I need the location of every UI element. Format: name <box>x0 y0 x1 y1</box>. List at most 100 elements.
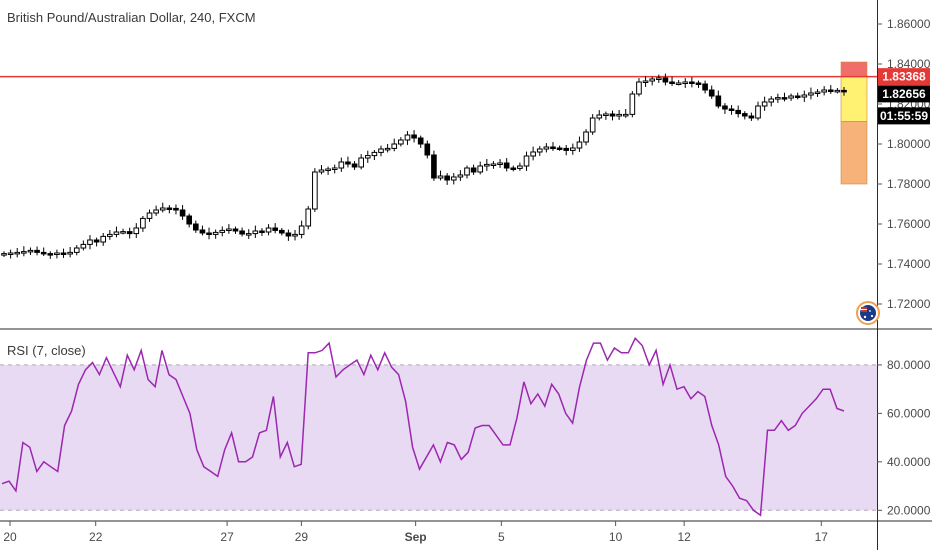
candle-body <box>622 113 629 117</box>
candle-body <box>735 109 741 115</box>
candle-body <box>331 167 338 170</box>
candle-body <box>47 253 54 256</box>
rsi-axis[interactable]: 80.0000 60.0000 40.0000 20.0000 <box>877 358 931 517</box>
candle-body <box>682 81 689 84</box>
time-tick-label: 17 <box>815 530 829 544</box>
candle-body <box>457 174 464 178</box>
candle-body <box>722 105 728 110</box>
candle-body <box>265 227 272 233</box>
candle-body <box>312 171 318 210</box>
time-axis[interactable]: 20 22 27 29 Sep 5 10 12 17 <box>3 521 828 544</box>
candle-body <box>755 105 761 119</box>
candle-body <box>609 113 616 117</box>
candle-body <box>794 95 801 98</box>
candle-body <box>424 143 431 156</box>
candle-body <box>21 251 27 254</box>
candle-body <box>741 113 748 117</box>
chart-title[interactable]: British Pound/Australian Dollar, 240, FX… <box>7 10 256 25</box>
candle-body <box>775 97 781 100</box>
candle-body <box>437 175 444 179</box>
candle-body <box>305 208 312 227</box>
candle-body <box>583 131 589 143</box>
candle-body <box>120 231 126 234</box>
candle-body <box>206 232 212 235</box>
time-tick-label: 10 <box>609 530 623 544</box>
candle-body <box>490 163 497 166</box>
candle-body <box>510 167 517 170</box>
candle-body <box>728 108 735 111</box>
candle-body <box>173 207 179 211</box>
candle-body <box>252 230 259 235</box>
candle-body <box>675 82 682 85</box>
candle-body <box>54 252 60 255</box>
candle-body <box>781 97 788 100</box>
zone-yellow[interactable] <box>840 76 868 122</box>
candle-body <box>464 167 470 176</box>
candle-body <box>186 215 193 225</box>
candle-body <box>364 155 371 159</box>
candle-body <box>669 81 675 84</box>
candle-body <box>556 147 563 150</box>
candle-body <box>550 146 556 149</box>
time-tick-label: 5 <box>498 530 505 544</box>
candle-body <box>497 162 503 165</box>
candle-body <box>140 217 146 229</box>
price-tick-label: 1.78000 <box>887 177 931 191</box>
candle-body <box>107 233 113 237</box>
candle-body <box>715 95 722 107</box>
candle-body <box>212 231 219 235</box>
candle-body <box>636 81 642 95</box>
candle-body <box>113 231 120 235</box>
candle-body <box>649 78 656 82</box>
candle-body <box>477 165 484 173</box>
price-pane-background <box>0 0 877 328</box>
candle-body <box>179 209 186 217</box>
candle-body <box>596 114 603 119</box>
candle-body <box>325 168 331 171</box>
projection-zones[interactable] <box>840 61 868 185</box>
candle-body <box>133 227 140 235</box>
candle-body <box>503 162 510 169</box>
candle-body <box>841 89 847 93</box>
candle-body <box>523 155 530 167</box>
candle-body <box>199 229 206 234</box>
zone-red[interactable] <box>840 61 868 78</box>
australia-flag-icon[interactable] <box>856 301 880 325</box>
candle-body <box>589 117 596 133</box>
candle-body <box>517 165 523 169</box>
time-tick-label: 12 <box>677 530 691 544</box>
candle-body <box>404 134 411 141</box>
candle-body <box>27 249 34 253</box>
candle-body <box>93 239 100 243</box>
price-tick-label: 1.80000 <box>887 137 931 151</box>
candle-body <box>166 207 173 210</box>
candle-body <box>345 161 351 165</box>
candlestick-series <box>1 73 847 259</box>
candle-body <box>411 134 417 139</box>
svg-text:1.82656: 1.82656 <box>882 87 926 101</box>
time-tick-label: 29 <box>295 530 309 544</box>
price-tick-label: 1.86000 <box>887 17 931 31</box>
rsi-title[interactable]: RSI (7, close) <box>7 343 86 358</box>
rsi-band <box>0 364 877 511</box>
time-tick-label: 20 <box>3 530 17 544</box>
rsi-tick-label: 40.0000 <box>887 455 931 469</box>
candle-body <box>431 154 437 179</box>
candle-body <box>219 229 226 233</box>
zone-orange[interactable] <box>840 121 868 185</box>
price-tick-label: 1.76000 <box>887 217 931 231</box>
time-tick-label: 27 <box>220 530 234 544</box>
candle-body <box>834 89 841 93</box>
candle-body <box>814 91 821 94</box>
candle-body <box>100 235 107 243</box>
candle-body <box>450 176 457 181</box>
time-tick-label: 22 <box>89 530 103 544</box>
candle-body <box>146 212 153 219</box>
candle-body <box>378 148 384 153</box>
candle-body <box>808 92 814 96</box>
candle-body <box>272 227 278 231</box>
candle-body <box>570 147 576 151</box>
candle-body <box>821 89 827 93</box>
